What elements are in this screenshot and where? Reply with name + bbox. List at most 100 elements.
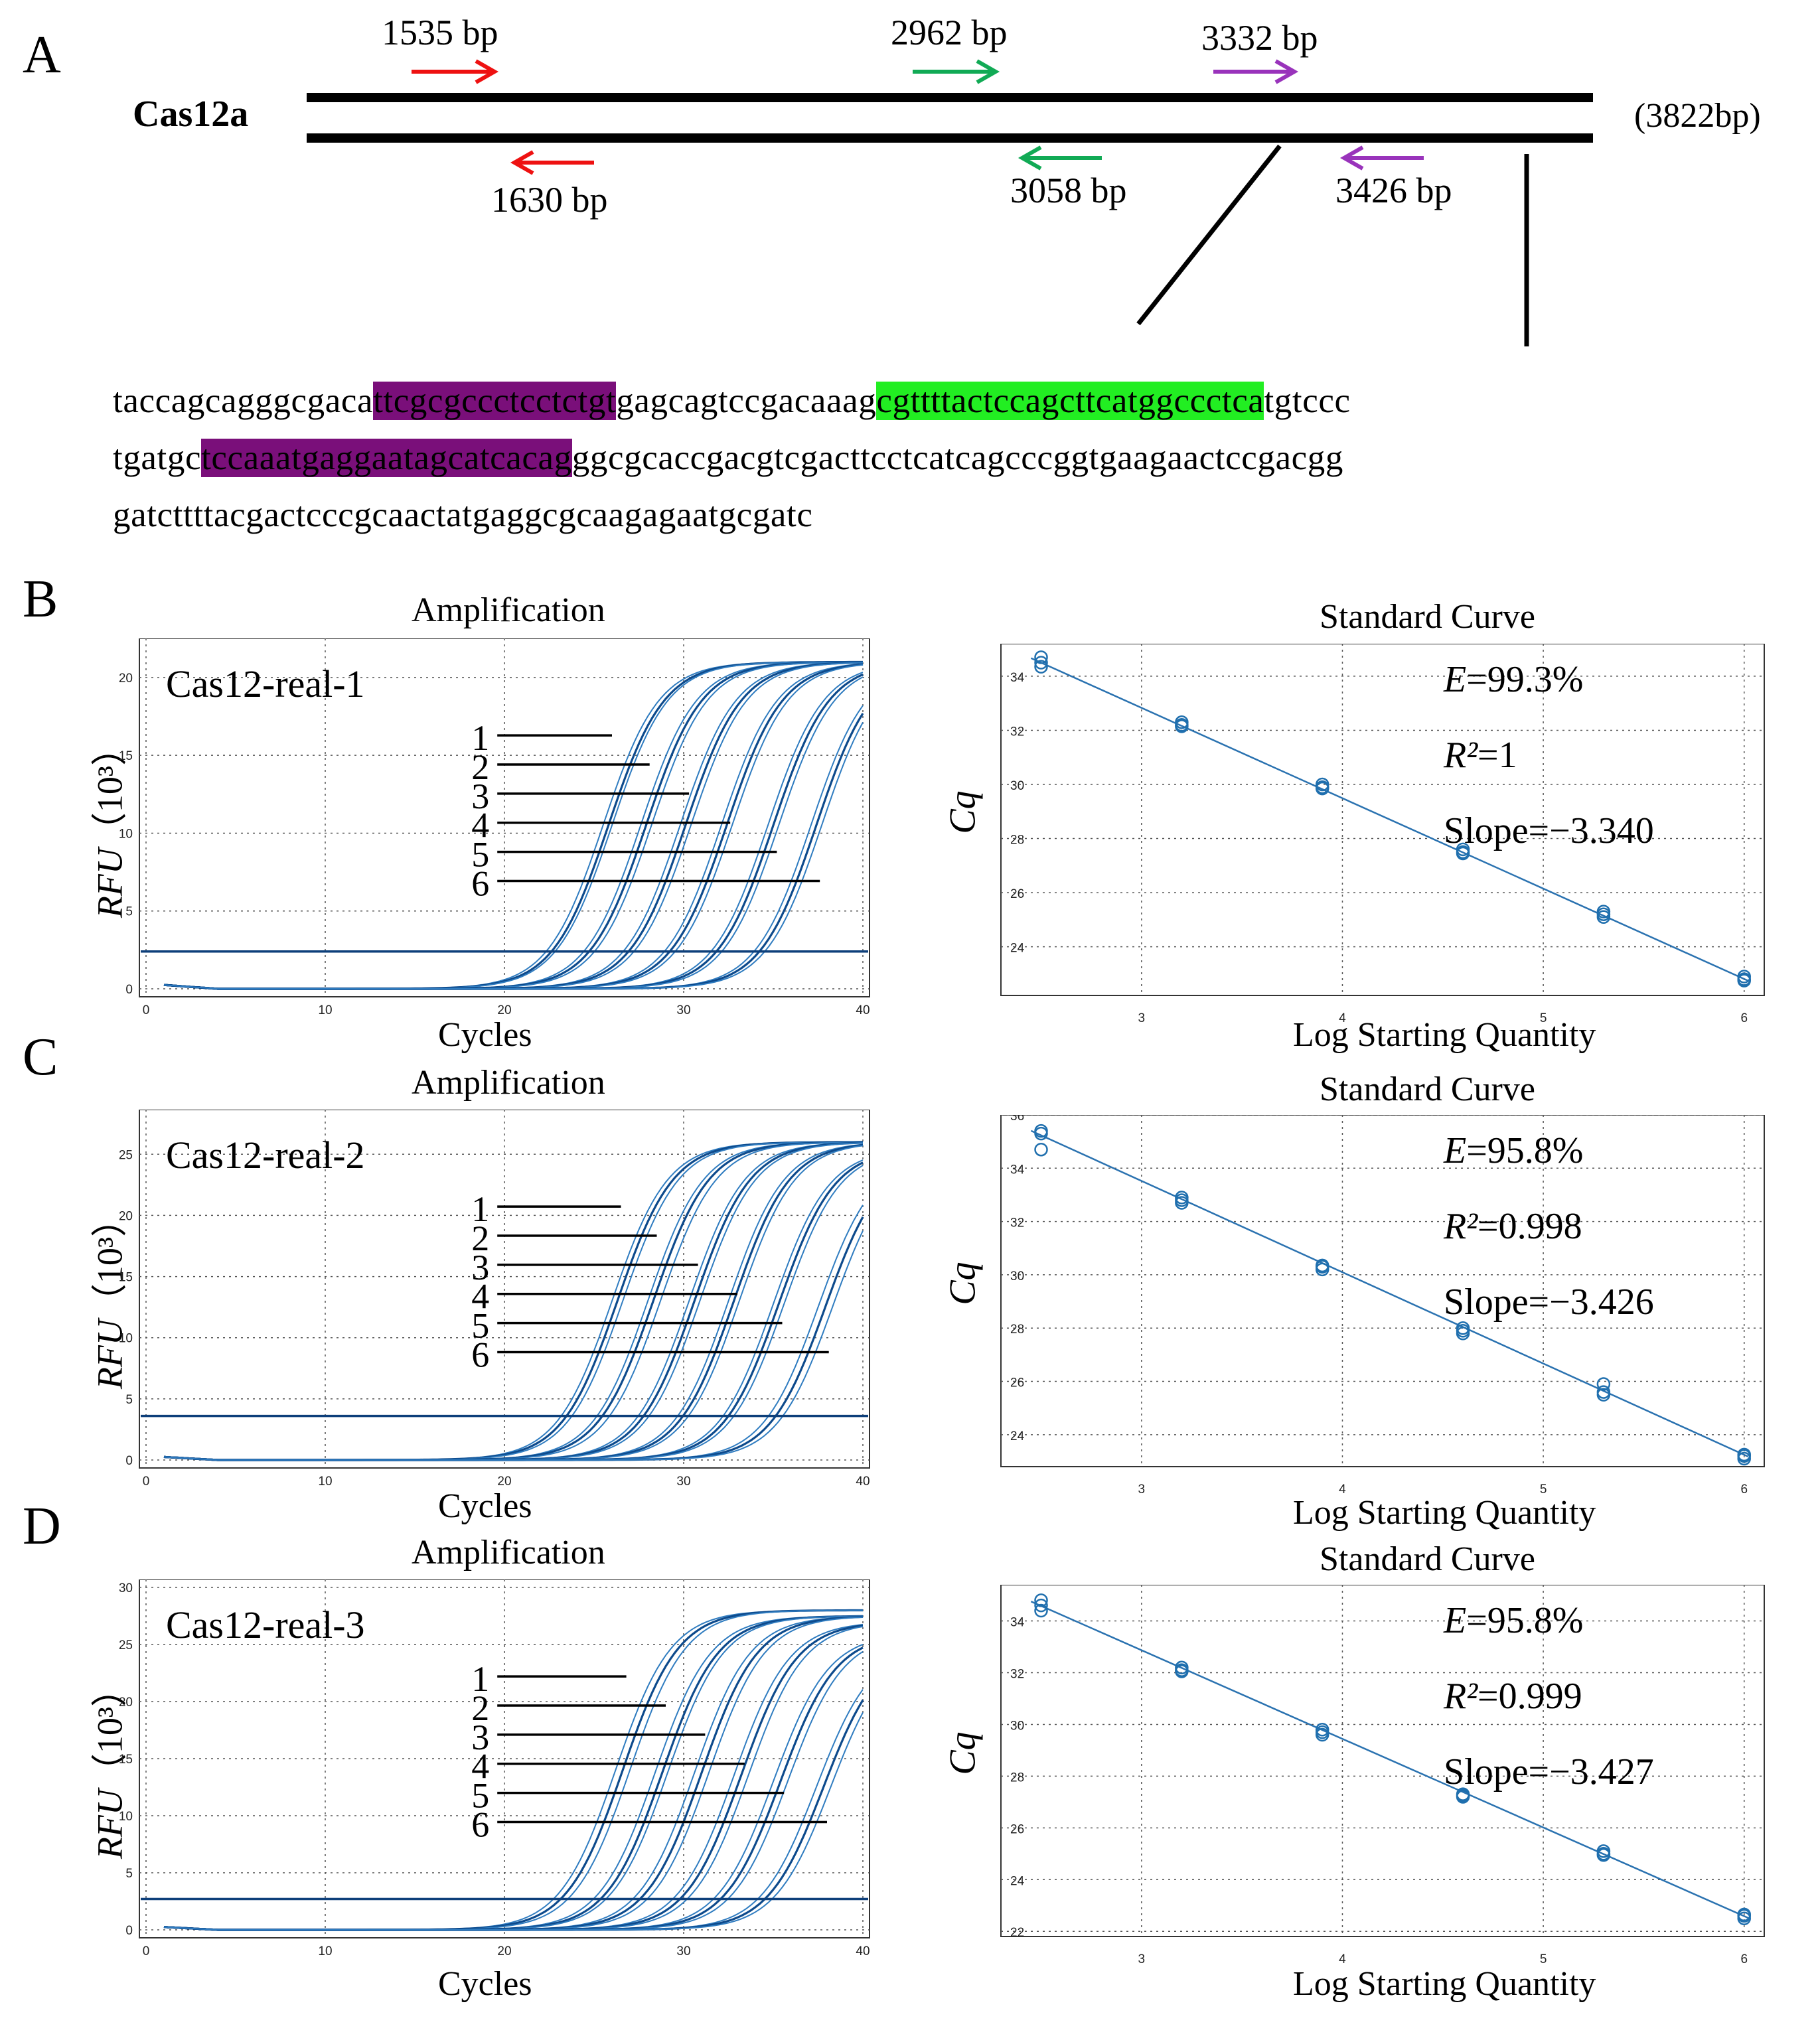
y-tick-label: 26 (1010, 1822, 1024, 1836)
std-x-axis-label: Log Starting Quantity (1293, 1494, 1596, 1532)
x-tick-label: 3 (1138, 1011, 1146, 1025)
primer-arrow-3426 (1339, 145, 1424, 171)
x-tick-label: 4 (1339, 1952, 1346, 1966)
y-tick-label: 24 (1010, 1874, 1025, 1888)
y-tick-label: 25 (119, 1148, 133, 1162)
y-tick-label: 5 (125, 1867, 133, 1881)
data-point (1737, 1451, 1751, 1466)
stat-value: =0.999 (1478, 1676, 1582, 1717)
primer-arrow-3332 (1213, 59, 1299, 84)
data-point (1034, 1124, 1048, 1138)
gene-map (307, 59, 1593, 346)
x-tick-label: 30 (676, 1944, 690, 1958)
y-tick-label: 32 (1010, 725, 1024, 739)
x-tick-label: 10 (318, 1944, 332, 1958)
dilution-label-1: 1 (471, 1189, 489, 1229)
data-point (1175, 1660, 1189, 1674)
x-tick-label: 3 (1138, 1483, 1146, 1497)
dilution-label-4: 4 (471, 1747, 489, 1787)
data-point (1596, 1848, 1611, 1862)
seq-plain: taccagcagggcgaca (113, 382, 374, 420)
data-point (1034, 1598, 1048, 1613)
seq-primer-purple-rev: tccaaatgaggaatagcatcacag (201, 439, 572, 477)
dilution-label-5: 5 (471, 835, 489, 875)
panel-letter-d: D (23, 1497, 61, 1556)
amp-x-axis-label: Cycles (438, 1016, 532, 1054)
data-point (1596, 1844, 1611, 1858)
stat-symbol: E (1443, 1130, 1466, 1171)
regression-line (1030, 1130, 1749, 1458)
gene-length-label: (3822bp) (1634, 97, 1761, 135)
y-tick-label: 32 (1010, 1216, 1024, 1230)
standard-curve-title: Standard Curve (1320, 598, 1535, 636)
x-tick-label: 6 (1740, 1011, 1748, 1025)
dilution-label-5: 5 (471, 1776, 489, 1816)
primer-label-1535: 1535 bp (382, 13, 498, 52)
data-point (1456, 846, 1470, 861)
x-tick-label: 5 (1540, 1952, 1547, 1966)
amplification-title: Amplification (412, 1534, 605, 1571)
seq-plain: tgatgc (113, 439, 202, 477)
y-tick-label: 28 (1010, 834, 1024, 847)
x-tick-label: 4 (1339, 1483, 1346, 1497)
std-x-axis-label: Log Starting Quantity (1293, 1016, 1596, 1054)
y-tick-label: 5 (125, 1393, 133, 1407)
stat-value: =95.8% (1466, 1600, 1583, 1641)
y-tick-label: 20 (119, 1696, 133, 1710)
data-point (1315, 1258, 1329, 1273)
y-tick-label: 24 (1010, 1429, 1025, 1443)
y-tick-label: 30 (119, 1581, 133, 1595)
x-tick-label: 5 (1540, 1011, 1547, 1025)
data-point (1596, 1377, 1611, 1391)
y-tick-label: 20 (119, 1209, 133, 1223)
x-tick-label: 10 (318, 1475, 332, 1489)
sample-name-label: Cas12-real-3 (166, 1603, 365, 1646)
primer-label-3058: 3058 bp (1010, 171, 1127, 210)
dilution-label-5: 5 (471, 1306, 489, 1346)
data-point (1175, 719, 1189, 733)
y-tick-label: 0 (125, 983, 133, 997)
data-point (1034, 1593, 1048, 1607)
y-tick-label: 32 (1010, 1668, 1024, 1682)
dilution-label-2: 2 (471, 1218, 489, 1258)
x-tick-label: 4 (1339, 1011, 1346, 1025)
stat-symbol: E (1443, 1600, 1466, 1641)
seq-primer-green: cgttttactccagcttcatggccctca (876, 382, 1264, 420)
y-tick-label: 24 (1010, 942, 1025, 956)
dilution-label-6: 6 (471, 863, 489, 903)
data-point (1596, 905, 1611, 918)
x-tick-label: 3 (1138, 1952, 1146, 1966)
y-tick-label: 30 (1010, 779, 1024, 793)
data-point (1034, 1603, 1048, 1618)
stat-symbol: R² (1443, 735, 1478, 776)
x-tick-label: 5 (1540, 1483, 1547, 1497)
y-tick-label: 30 (1010, 1270, 1024, 1283)
amplification-title: Amplification (412, 591, 605, 629)
data-point (1596, 1385, 1611, 1399)
panel-letter-a: A (23, 26, 61, 84)
data-point (1737, 1907, 1751, 1922)
data-point (1596, 910, 1611, 924)
seq-plain: ggcgcaccgacgtcgacttcctcatcagcccggtgaagaa… (571, 439, 1343, 477)
x-tick-label: 0 (143, 1944, 150, 1958)
y-tick-label: 15 (119, 1753, 133, 1767)
stat-r2: R²=1 (1443, 735, 1517, 776)
y-tick-label: 15 (119, 749, 133, 763)
stat-symbol: R² (1443, 1676, 1478, 1717)
primer-arrow-1630 (510, 150, 594, 175)
data-point (1315, 1262, 1329, 1277)
stat-value: =99.3% (1466, 659, 1583, 700)
stat-slope: Slope=−3.340 (1444, 810, 1654, 851)
data-point (1034, 660, 1048, 674)
y-tick-label: 5 (125, 905, 133, 919)
dilution-label-3: 3 (471, 1248, 489, 1287)
standard-curve-title: Standard Curve (1320, 1070, 1535, 1108)
dilution-label-6: 6 (471, 1335, 489, 1374)
regression-line (1030, 657, 1749, 982)
stat-r2: R²=0.999 (1443, 1676, 1582, 1717)
std-x-axis-label: Log Starting Quantity (1293, 1965, 1596, 2003)
y-tick-label: 28 (1010, 1323, 1024, 1337)
